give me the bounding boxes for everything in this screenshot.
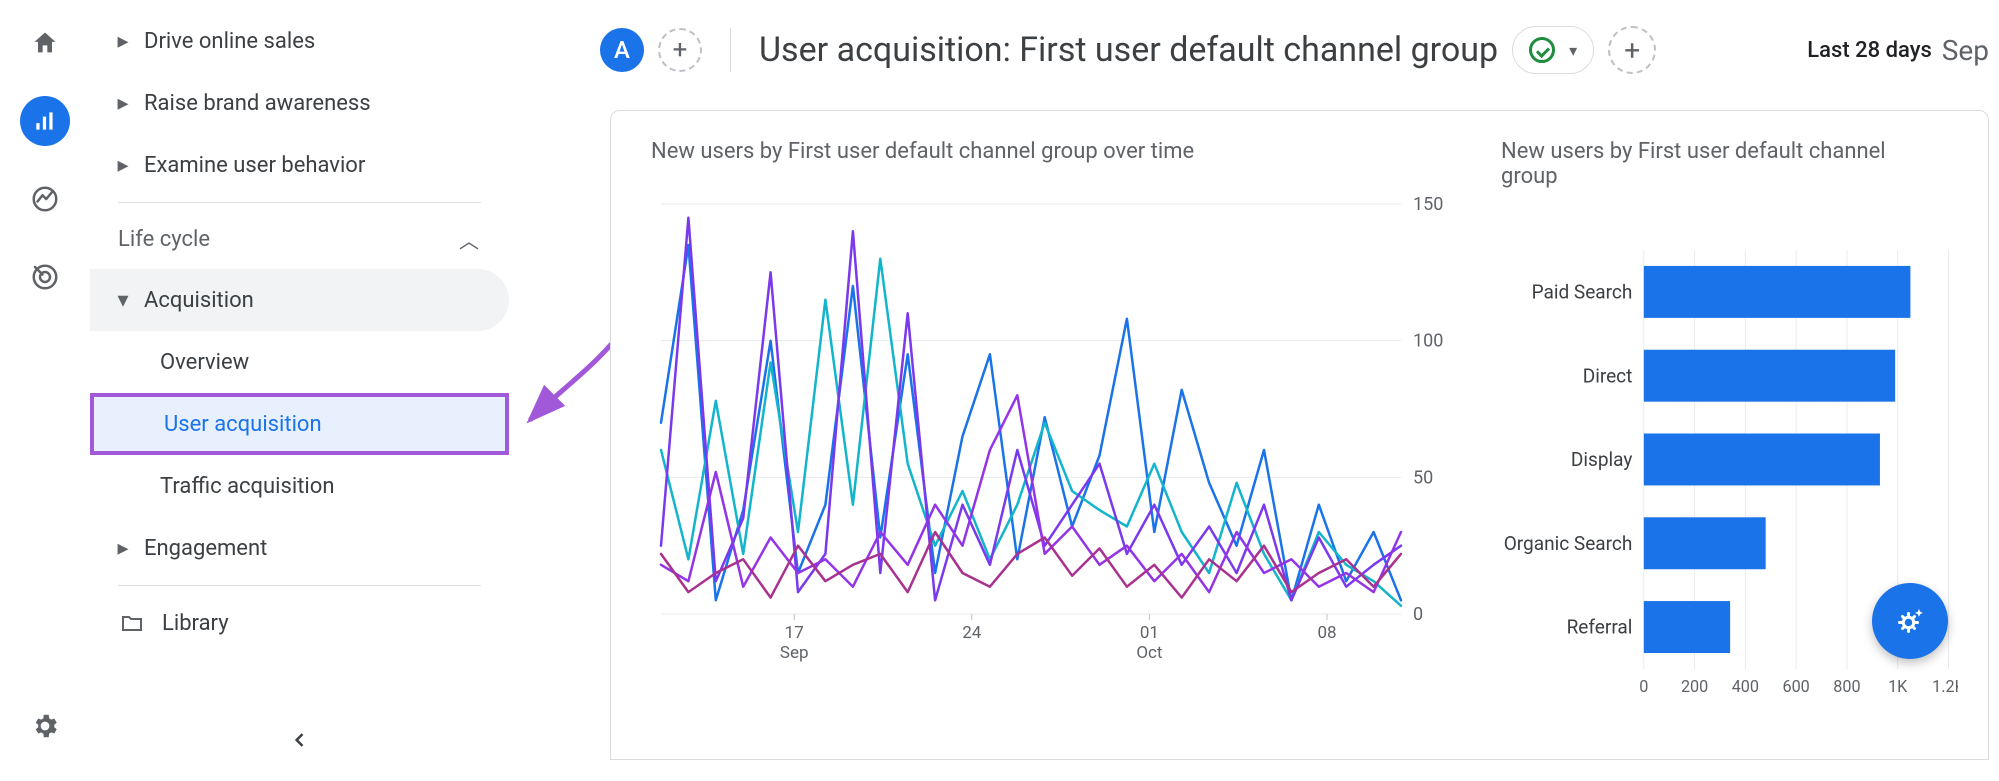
svg-text:Organic Search: Organic Search	[1504, 532, 1633, 555]
nav-label: Engagement	[144, 536, 267, 561]
report-card: New users by First user default channel …	[610, 110, 1989, 760]
nav-label: Drive online sales	[144, 29, 315, 54]
svg-text:50: 50	[1413, 467, 1433, 488]
segment-chip[interactable]: A	[600, 28, 644, 72]
chevron-right-icon: ▸	[108, 536, 138, 561]
svg-text:Sep: Sep	[780, 643, 809, 663]
nav-label: Acquisition	[144, 288, 254, 313]
side-nav: ▸ Drive online sales ▸ Raise brand aware…	[90, 0, 510, 781]
date-range-cutoff: Sep	[1942, 34, 1989, 67]
sparkle-gear-icon	[1892, 603, 1928, 639]
svg-text:1.2K: 1.2K	[1932, 677, 1958, 696]
date-range-label: Last 28 days	[1807, 38, 1932, 63]
bar-chart-pane: New users by First user default channel …	[1491, 111, 1988, 759]
nav-divider	[118, 585, 481, 586]
chevron-right-icon: ▸	[108, 29, 138, 54]
home-icon[interactable]	[20, 18, 70, 68]
chevron-right-icon: ▸	[108, 153, 138, 178]
advertising-icon[interactable]	[20, 252, 70, 302]
line-chart-title: New users by First user default channel …	[651, 139, 1471, 164]
chevron-down-icon: ▾	[1569, 41, 1577, 60]
segment-letter: A	[614, 36, 630, 64]
nav-sub-label: Overview	[160, 350, 249, 375]
explore-icon[interactable]	[20, 174, 70, 224]
svg-text:100: 100	[1413, 331, 1443, 352]
svg-text:01: 01	[1140, 623, 1159, 643]
report-title: User acquisition: First user default cha…	[759, 30, 1498, 70]
collapse-nav-icon[interactable]	[290, 724, 310, 757]
svg-text:150: 150	[1413, 194, 1443, 215]
svg-text:Oct: Oct	[1136, 643, 1162, 663]
line-chart: 0 50 100 150 17Sep 24 01Oct 08	[651, 174, 1471, 694]
nav-sub-traffic-acquisition[interactable]: Traffic acquisition	[90, 455, 509, 517]
svg-text:200: 200	[1681, 677, 1708, 696]
filter-status-pill[interactable]: ▾	[1512, 26, 1594, 74]
nav-sub-label: User acquisition	[164, 412, 322, 437]
svg-text:Referral: Referral	[1567, 616, 1633, 639]
add-segment-button[interactable]: +	[658, 28, 702, 72]
divider	[730, 28, 731, 72]
bar-chart-title: New users by First user default channel …	[1501, 139, 1921, 189]
nav-sub-label: Traffic acquisition	[160, 474, 334, 499]
date-range-picker[interactable]: Last 28 days Sep	[1807, 34, 1999, 67]
library-label: Library	[162, 611, 229, 636]
svg-text:Display: Display	[1571, 448, 1632, 471]
nav-section-lifecycle[interactable]: Life cycle ︿	[90, 209, 509, 269]
chevron-up-icon: ︿	[459, 225, 479, 254]
svg-text:800: 800	[1833, 677, 1860, 696]
svg-text:08: 08	[1317, 623, 1336, 643]
nav-label: Examine user behavior	[144, 153, 365, 178]
section-label: Life cycle	[118, 227, 210, 252]
svg-text:0: 0	[1413, 604, 1423, 625]
nav-objective-brand-awareness[interactable]: ▸ Raise brand awareness	[90, 72, 509, 134]
nav-acquisition[interactable]: ▾ Acquisition	[90, 269, 509, 331]
insights-fab[interactable]	[1872, 583, 1948, 659]
nav-objective-drive-sales[interactable]: ▸ Drive online sales	[90, 10, 509, 72]
reports-icon[interactable]	[20, 96, 70, 146]
report-header: A + User acquisition: First user default…	[600, 20, 1999, 80]
chevron-right-icon: ▸	[108, 91, 138, 116]
add-filter-button[interactable]: +	[1608, 26, 1656, 74]
svg-text:17: 17	[785, 623, 804, 643]
check-circle-icon	[1529, 37, 1555, 63]
nav-objective-user-behavior[interactable]: ▸ Examine user behavior	[90, 134, 509, 196]
nav-sub-overview[interactable]: Overview	[90, 331, 509, 393]
bar-chart: 0 200 400 600 800 1K 1.2K Paid Search Direct Disp…	[1501, 199, 1958, 739]
nav-divider	[118, 202, 481, 203]
svg-text:Direct: Direct	[1583, 364, 1633, 387]
svg-text:Paid Search: Paid Search	[1532, 281, 1633, 304]
svg-text:24: 24	[962, 623, 982, 643]
svg-text:600: 600	[1783, 677, 1810, 696]
icon-rail	[0, 0, 90, 781]
svg-text:1K: 1K	[1888, 677, 1908, 696]
nav-sub-user-acquisition[interactable]: User acquisition	[90, 393, 509, 455]
line-chart-pane: New users by First user default channel …	[611, 111, 1491, 759]
nav-label: Raise brand awareness	[144, 91, 371, 116]
svg-text:0: 0	[1639, 677, 1648, 696]
nav-library[interactable]: Library	[90, 592, 509, 654]
settings-icon[interactable]	[20, 701, 70, 751]
nav-engagement[interactable]: ▸ Engagement	[90, 517, 509, 579]
svg-text:400: 400	[1732, 677, 1759, 696]
folder-icon	[120, 611, 144, 635]
chevron-down-icon: ▾	[108, 288, 138, 313]
